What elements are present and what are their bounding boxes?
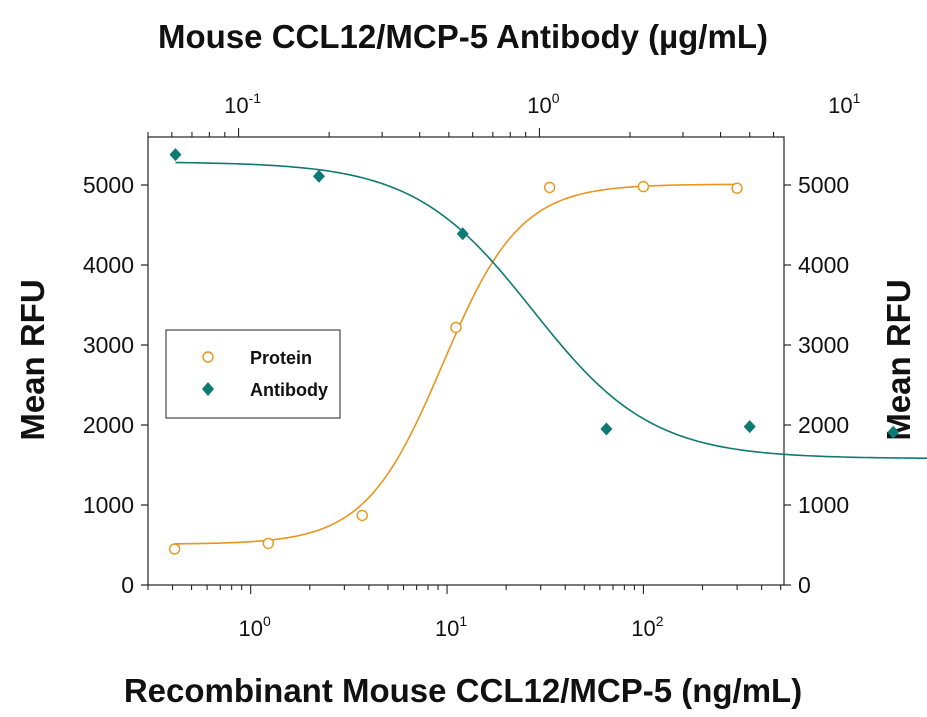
right-y-axis: 0 1000 2000 3000 4000 5000 xyxy=(784,172,849,598)
legend-antibody-label: Antibody xyxy=(250,380,328,400)
y-axis-title-left: Mean RFU xyxy=(14,279,51,440)
antibody-point xyxy=(169,148,182,162)
right-y-tick-label: 0 xyxy=(798,572,811,598)
protein-point xyxy=(450,321,462,334)
data-points xyxy=(168,148,900,555)
left-y-tick-label: 4000 xyxy=(83,252,134,278)
bottom-x-tick-label: 101 xyxy=(435,613,467,641)
x-axis-title: Recombinant Mouse CCL12/MCP-5 (ng/mL) xyxy=(124,672,802,709)
legend-box xyxy=(165,329,341,419)
antibody-point xyxy=(456,227,469,241)
top-x-tick-label: 10-1 xyxy=(224,90,261,118)
protein-point xyxy=(637,180,650,193)
protein-point xyxy=(168,543,181,555)
right-y-tick-label: 3000 xyxy=(798,332,849,358)
right-y-tick-label: 1000 xyxy=(798,492,849,518)
left-y-tick-label: 3000 xyxy=(83,332,134,358)
y-axis-title-right: Mean RFU xyxy=(880,279,917,440)
antibody-fit-curve xyxy=(175,161,927,460)
legend-protein-label: Protein xyxy=(250,348,312,368)
left-y-tick-label: 5000 xyxy=(83,172,134,198)
right-y-tick-label: 4000 xyxy=(798,252,849,278)
legend-antibody-marker xyxy=(202,382,214,396)
left-y-tick-label: 1000 xyxy=(83,492,134,518)
top-x-tick-label: 101 xyxy=(828,90,860,118)
left-y-axis: 0 1000 2000 3000 4000 5000 xyxy=(83,172,148,598)
right-y-tick-label: 2000 xyxy=(798,412,849,438)
antibody-point xyxy=(312,169,325,183)
bottom-x-tick-label: 100 xyxy=(239,613,271,641)
left-y-tick-label: 2000 xyxy=(83,412,134,438)
right-y-tick-label: 5000 xyxy=(798,172,849,198)
antibody-point xyxy=(743,420,756,434)
antibody-point xyxy=(887,425,900,439)
top-x-axis: 10-1 100 101 xyxy=(147,90,861,137)
bottom-x-axis: 100 101 102 xyxy=(147,585,782,641)
protein-point xyxy=(731,182,743,194)
protein-point xyxy=(356,509,368,522)
legend: Protein Antibody xyxy=(165,329,341,419)
plot-frame xyxy=(147,136,785,586)
top-axis-title: Mouse CCL12/MCP-5 Antibody (µg/mL) xyxy=(158,18,768,55)
top-x-tick-label: 100 xyxy=(527,90,559,118)
legend-protein-marker xyxy=(202,351,214,363)
antibody-point xyxy=(600,422,613,436)
bottom-x-tick-label: 102 xyxy=(631,613,663,641)
protein-point xyxy=(543,181,556,194)
protein-point xyxy=(262,537,275,550)
left-y-tick-label: 0 xyxy=(121,572,134,598)
